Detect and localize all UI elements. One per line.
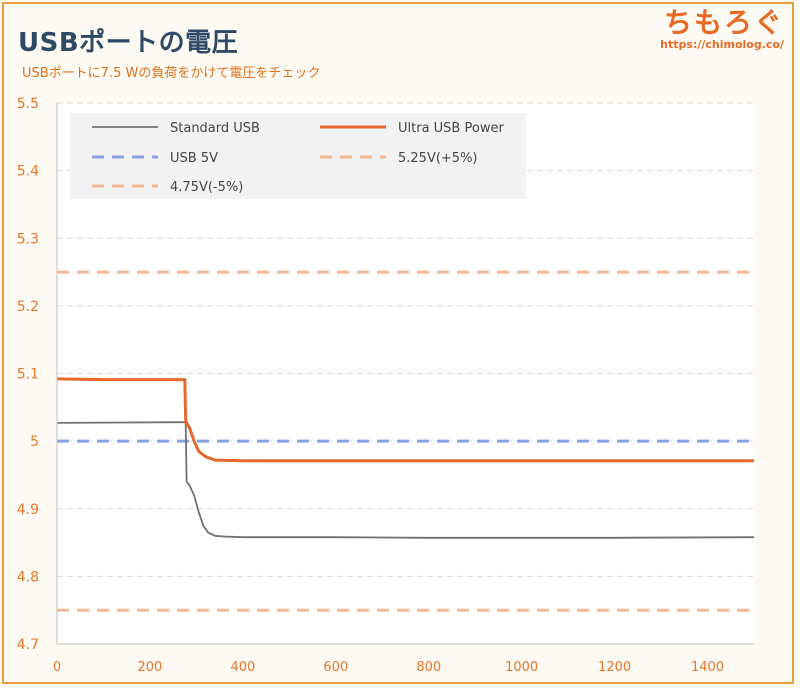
x-tick-label-400: 400 xyxy=(230,660,255,675)
legend-label-usb-5v: USB 5V xyxy=(170,151,218,166)
x-tick-label-1200: 1200 xyxy=(598,660,631,675)
y-axis-ticks: 4.7 4.8 4.9 5 5.1 5.2 5.3 5.4 5.5 xyxy=(17,96,39,653)
x-tick-label-200: 200 xyxy=(138,660,163,675)
y-tick-label-4-9: 4.9 xyxy=(17,502,39,518)
brand-url: https://chimolog.co/ xyxy=(660,38,784,51)
brand-name: ちもろぐ xyxy=(663,6,784,39)
x-tick-label-800: 800 xyxy=(416,660,441,675)
y-tick-label-4-8: 4.8 xyxy=(17,569,39,585)
reference-lines xyxy=(57,270,754,612)
y-tick-label-5-1: 5.1 xyxy=(17,367,39,383)
y-tick-label-5-5: 5.5 xyxy=(17,96,39,112)
legend-label-ultra-usb-power: Ultra USB Power xyxy=(398,121,504,136)
x-tick-label-0: 0 xyxy=(53,660,61,675)
y-tick-label-5-2: 5.2 xyxy=(17,299,39,315)
brand-logo: ちもろぐ https://chimolog.co/ xyxy=(660,6,784,51)
series-line-standard-usb xyxy=(56,421,755,539)
series-line-ultra-usb-power xyxy=(56,377,754,463)
y-tick-label-5-4: 5.4 xyxy=(17,164,39,180)
y-tick-label-5-3: 5.3 xyxy=(17,231,39,247)
legend-label-5-25v-5: 5.25V(+5%) xyxy=(398,151,478,166)
legend: Standard USB Ultra USB Power USB 5V 5.25V(+… xyxy=(70,113,526,199)
legend-label-standard-usb: Standard USB xyxy=(170,121,260,136)
legend-label-4-75v-5: 4.75V(-5%) xyxy=(170,180,243,195)
data-lines xyxy=(56,377,755,539)
y-tick-label-5: 5 xyxy=(30,434,39,450)
x-tick-label-1000: 1000 xyxy=(505,660,538,675)
page-subtitle: USBポートに7.5 Wの負荷をかけて電圧をチェック xyxy=(22,66,321,81)
x-tick-label-600: 600 xyxy=(323,660,348,675)
y-tick-label-4-7: 4.7 xyxy=(17,637,39,653)
x-axis-ticks: 0 200 400 600 800 1000 1200 1400 xyxy=(53,660,724,675)
x-tick-label-1400: 1400 xyxy=(691,660,724,675)
page-title: USBポートの電圧 xyxy=(18,28,239,58)
